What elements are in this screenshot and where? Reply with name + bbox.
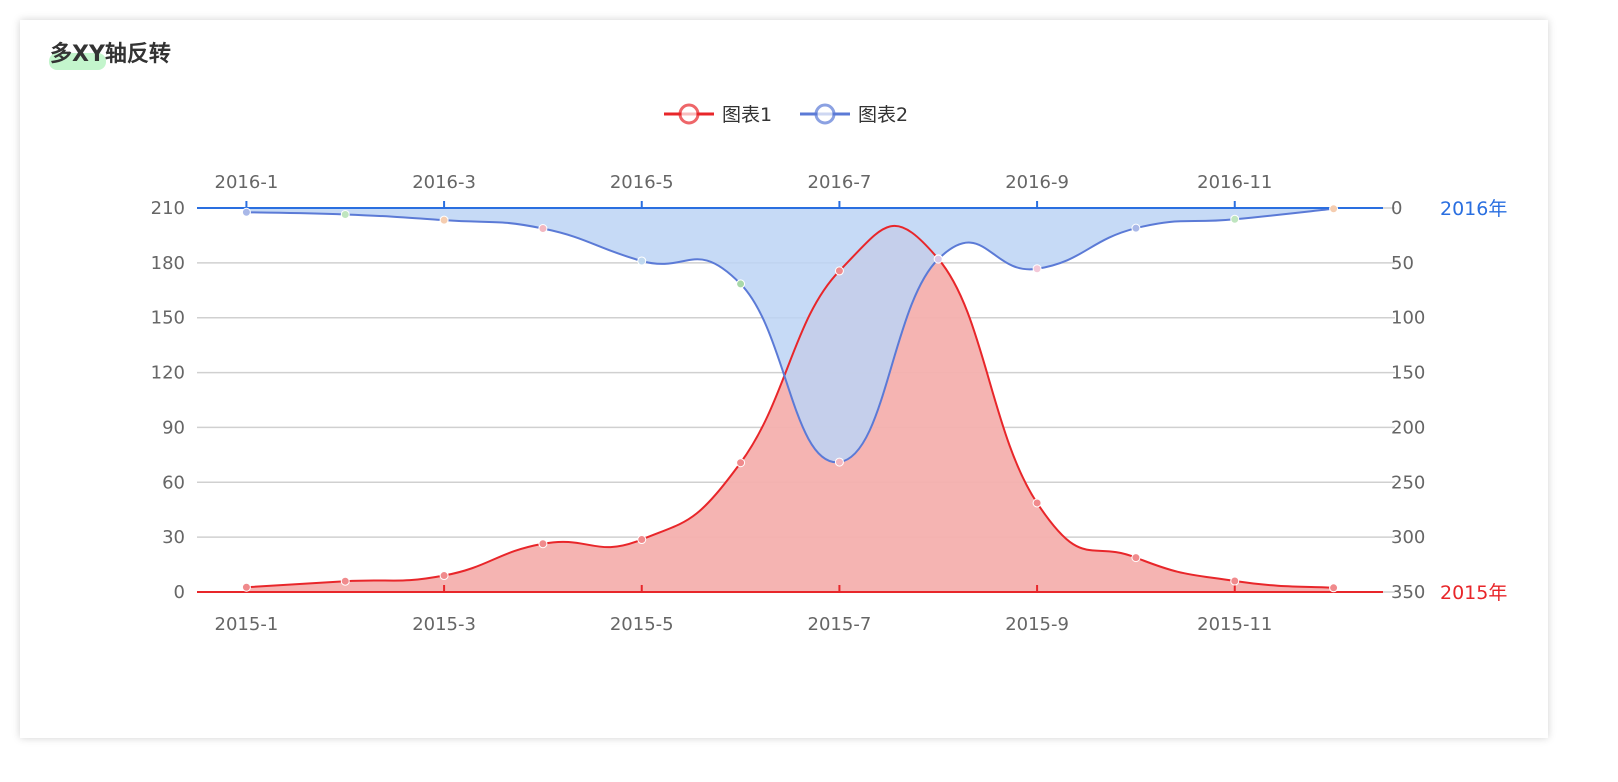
data-point-series-2 <box>1032 264 1042 274</box>
x-top-tick-label: 2016-3 <box>412 172 476 193</box>
data-point-series-1 <box>439 571 449 581</box>
data-point-series-2 <box>241 207 251 217</box>
legend-label-1: 图表1 <box>722 104 772 126</box>
x-bottom-tick-label: 2015-1 <box>215 614 279 635</box>
data-point-series-2 <box>1329 204 1339 214</box>
data-point-series-2 <box>1230 214 1240 224</box>
y-left-tick-label: 150 <box>151 308 185 329</box>
y-right-tick-label: 200 <box>1391 417 1425 438</box>
y-right-tick-label: 100 <box>1391 308 1425 329</box>
x-top-tick-label: 2016-11 <box>1197 172 1272 193</box>
data-point-series-1 <box>340 576 350 586</box>
legend-label-2: 图表2 <box>858 104 908 126</box>
data-point-series-1 <box>1032 498 1042 508</box>
y-left-tick-label: 30 <box>162 527 185 548</box>
data-point-series-1 <box>637 535 647 545</box>
data-point-series-2 <box>933 254 943 264</box>
data-point-series-2 <box>637 256 647 266</box>
data-point-series-1 <box>241 582 251 592</box>
legend-symbol-1 <box>678 103 700 125</box>
y-left-tick-label: 120 <box>151 363 185 384</box>
data-point-series-2 <box>538 224 548 234</box>
data-point-series-2 <box>736 279 746 289</box>
y-right-tick-label: 350 <box>1391 582 1425 603</box>
x-bottom-tick-label: 2015-3 <box>412 614 476 635</box>
y-left-tick-label: 180 <box>151 253 185 274</box>
y-right-tick-label: 50 <box>1391 253 1414 274</box>
x-top-axis-name: 2016年 <box>1440 198 1507 220</box>
data-point-series-2 <box>1131 223 1141 233</box>
x-bottom-tick-label: 2015-5 <box>610 614 674 635</box>
x-top-tick-label: 2016-1 <box>215 172 279 193</box>
series-area-2 <box>246 208 1334 463</box>
y-left-tick-label: 0 <box>174 582 185 603</box>
data-point-series-2 <box>439 215 449 225</box>
data-point-series-1 <box>736 458 746 468</box>
data-point-series-2 <box>834 457 844 467</box>
y-left-tick-label: 210 <box>151 198 185 219</box>
x-bottom-tick-label: 2015-7 <box>808 614 872 635</box>
legend-symbol-2 <box>814 103 836 125</box>
y-right-tick-label: 150 <box>1391 363 1425 384</box>
data-point-series-1 <box>1329 583 1339 593</box>
title-highlight <box>49 53 106 70</box>
page-title: 多XY轴反转 <box>50 42 171 67</box>
y-right-tick-label: 0 <box>1391 198 1402 219</box>
x-top-tick-label: 2016-9 <box>1005 172 1069 193</box>
x-bottom-tick-label: 2015-9 <box>1005 614 1069 635</box>
data-point-series-1 <box>1131 553 1141 563</box>
y-left-tick-label: 60 <box>162 472 185 493</box>
y-left-tick-label: 90 <box>162 417 185 438</box>
y-right-tick-label: 250 <box>1391 472 1425 493</box>
x-top-tick-label: 2016-5 <box>610 172 674 193</box>
series-area-1 <box>246 225 1334 592</box>
data-point-series-1 <box>538 539 548 549</box>
x-bottom-axis-name: 2015年 <box>1440 582 1507 604</box>
data-point-series-2 <box>340 209 350 219</box>
data-point-series-1 <box>834 266 844 276</box>
x-bottom-tick-label: 2015-11 <box>1197 614 1272 635</box>
x-top-tick-label: 2016-7 <box>808 172 872 193</box>
data-point-series-1 <box>1230 576 1240 586</box>
y-right-tick-label: 300 <box>1391 527 1425 548</box>
